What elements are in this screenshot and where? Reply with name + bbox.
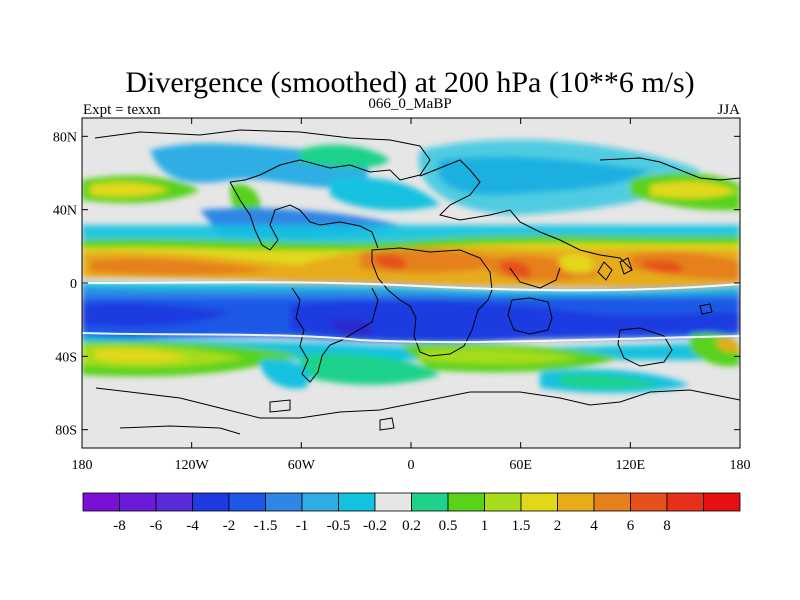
x-axis: 180 120W 60W 0 60E 120E 180 bbox=[72, 118, 751, 473]
x-tick-label: 180 bbox=[730, 458, 751, 473]
colorbar-swatch bbox=[411, 492, 449, 512]
colorbar-swatch bbox=[520, 492, 558, 512]
field-india-red bbox=[500, 260, 531, 279]
outline-india bbox=[509, 267, 561, 289]
field-wpac-pocket-yellow bbox=[559, 253, 593, 274]
colorbar-swatch bbox=[630, 492, 668, 512]
colorbar-swatch bbox=[374, 492, 412, 512]
y-tick-label: 40N bbox=[53, 204, 77, 219]
field-sh-yellow-2 bbox=[420, 348, 580, 365]
x-tick-label: 60W bbox=[288, 458, 316, 473]
colorbar-label: -1.5 bbox=[254, 518, 278, 534]
field-south-deep-blue-w bbox=[82, 302, 230, 327]
center-subtitle: 066_0_MaBP bbox=[368, 96, 451, 112]
colorbar-label: -8 bbox=[113, 518, 126, 534]
colorbar-label: 1 bbox=[481, 518, 489, 534]
field-sh-orange-e bbox=[715, 338, 740, 352]
colorbar-label: -1 bbox=[296, 518, 309, 534]
colorbar-swatch bbox=[593, 492, 631, 512]
colorbar-label: 6 bbox=[627, 518, 635, 534]
field-sh-yellow2 bbox=[95, 348, 190, 363]
right-subtitle: JJA bbox=[717, 102, 740, 118]
colorbar-label: -0.2 bbox=[363, 518, 387, 534]
colorbar-swatch bbox=[338, 492, 376, 512]
zero-contour-south bbox=[82, 332, 740, 344]
field-sa-cyan bbox=[260, 359, 310, 389]
outline-north-america bbox=[229, 181, 379, 251]
continent-outlines bbox=[94, 129, 740, 435]
field-asia-yellow bbox=[650, 181, 738, 199]
outline-south-america bbox=[291, 287, 379, 383]
colorbar-swatch bbox=[265, 492, 303, 512]
y-tick-label: 0 bbox=[70, 277, 77, 292]
colorbar-label: 0.2 bbox=[402, 518, 421, 534]
field-africa-red bbox=[375, 254, 406, 270]
field-wpac-red bbox=[640, 260, 683, 273]
colorbar-swatch bbox=[155, 492, 193, 512]
x-tick-label: 120E bbox=[616, 458, 646, 473]
x-tick-label: 0 bbox=[408, 458, 415, 473]
outline-antarctica-australia bbox=[507, 297, 553, 335]
colorbar-swatch bbox=[301, 492, 339, 512]
field-sh-green-3 bbox=[300, 353, 440, 385]
field-south-darkest bbox=[330, 318, 373, 336]
y-axis: 80N 40N 0 40S 80S bbox=[53, 130, 740, 439]
field-north-green bbox=[300, 144, 390, 168]
colorbar-label: -0.5 bbox=[327, 518, 351, 534]
y-tick-label: 80N bbox=[53, 130, 77, 145]
left-subtitle: Expt = texxn bbox=[83, 102, 161, 118]
colorbar-swatch bbox=[703, 492, 741, 512]
divergence-field bbox=[82, 139, 740, 393]
field-sh-green-s bbox=[560, 374, 660, 389]
colorbar-swatch bbox=[119, 492, 157, 512]
x-tick-label: 60E bbox=[509, 458, 532, 473]
outline-laurasia-north bbox=[94, 129, 431, 183]
colorbar-swatch bbox=[666, 492, 704, 512]
colorbar-label: -2 bbox=[223, 518, 236, 534]
colorbar-label: -6 bbox=[150, 518, 163, 534]
colorbar-swatch bbox=[447, 492, 485, 512]
colorbar-label: 8 bbox=[663, 518, 671, 534]
colorbar-label: 1.5 bbox=[512, 518, 531, 534]
outline-eurasia bbox=[419, 159, 633, 271]
x-tick-label: 180 bbox=[72, 458, 93, 473]
colorbar-label: -4 bbox=[186, 518, 199, 534]
outline-antarctic-islands bbox=[119, 399, 395, 435]
zero-contour-north bbox=[82, 281, 740, 292]
colorbar-swatch bbox=[484, 492, 522, 512]
colorbar-swatch bbox=[192, 492, 230, 512]
colorbar-swatch bbox=[228, 492, 266, 512]
colorbar-swatch bbox=[557, 492, 595, 512]
y-tick-label: 40S bbox=[55, 350, 77, 365]
colorbar-label: 4 bbox=[590, 518, 598, 534]
field-wpac-orange bbox=[630, 252, 740, 280]
x-tick-label: 120W bbox=[175, 458, 210, 473]
outline-asia-east bbox=[599, 157, 740, 181]
y-tick-label: 80S bbox=[55, 424, 77, 439]
outline-africa bbox=[371, 247, 493, 357]
outline-antarctica bbox=[95, 387, 740, 419]
colorbar-label: 2 bbox=[554, 518, 562, 534]
field-n-atl-cyan bbox=[330, 177, 440, 211]
map-area bbox=[82, 118, 740, 448]
outline-australia bbox=[617, 327, 673, 367]
field-south-deep-blue-c bbox=[290, 300, 740, 342]
chart-title: Divergence (smoothed) at 200 hPa (10**6 … bbox=[125, 66, 694, 99]
field-eq-north-dark-orange bbox=[90, 258, 270, 276]
colorbar-label: 0.5 bbox=[439, 518, 458, 534]
outline-sea-islands bbox=[597, 257, 713, 315]
colorbar: -8 -6 -4 -2 -1.5 -1 -0.5 -0.2 0.2 0.5 1 1.5 2 4 6 8 bbox=[82, 492, 741, 534]
colorbar-swatch bbox=[82, 492, 120, 512]
field-n-pac-yellow bbox=[90, 182, 170, 197]
